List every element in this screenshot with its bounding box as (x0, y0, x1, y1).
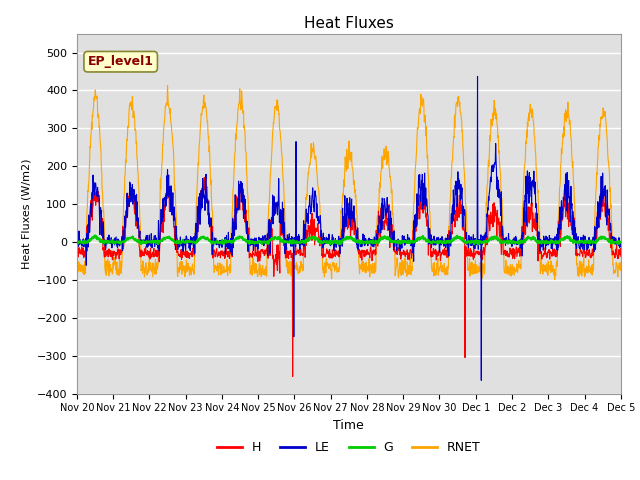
H (505, 252, 513, 258)
RNET (617, 260, 625, 265)
G (470, 241, 478, 247)
X-axis label: Time: Time (333, 419, 364, 432)
G (553, 239, 561, 244)
RNET (434, 266, 442, 272)
Title: Heat Fluxes: Heat Fluxes (304, 16, 394, 31)
LE (433, 240, 441, 246)
Line: G: G (77, 235, 621, 244)
RNET (505, 270, 513, 276)
G (505, 240, 513, 246)
LE (477, 377, 485, 383)
G (195, 238, 202, 243)
Legend: H, LE, G, RNET: H, LE, G, RNET (212, 436, 486, 459)
G (73, 240, 81, 246)
Line: RNET: RNET (77, 85, 621, 280)
RNET (181, 274, 189, 279)
H (434, 251, 442, 256)
RNET (164, 83, 172, 88)
RNET (255, 265, 263, 271)
LE (194, 229, 202, 235)
RNET (551, 277, 559, 283)
H (289, 373, 296, 379)
RNET (195, 160, 202, 166)
LE (474, 73, 481, 79)
LE (255, 235, 262, 241)
Text: EP_level1: EP_level1 (88, 55, 154, 68)
Y-axis label: Heat Fluxes (W/m2): Heat Fluxes (W/m2) (21, 158, 31, 269)
G (181, 240, 189, 246)
G (617, 240, 625, 245)
Line: H: H (77, 177, 621, 376)
RNET (73, 257, 81, 263)
Line: LE: LE (77, 76, 621, 380)
H (194, 225, 202, 230)
LE (553, 231, 561, 237)
H (180, 252, 188, 258)
RNET (553, 264, 561, 269)
LE (505, 238, 513, 244)
LE (73, 239, 81, 244)
H (617, 253, 625, 259)
H (553, 253, 561, 259)
G (434, 240, 442, 245)
H (73, 248, 81, 254)
G (91, 232, 99, 238)
LE (180, 242, 188, 248)
G (255, 239, 263, 245)
H (255, 249, 263, 254)
LE (617, 243, 625, 249)
H (202, 174, 209, 180)
